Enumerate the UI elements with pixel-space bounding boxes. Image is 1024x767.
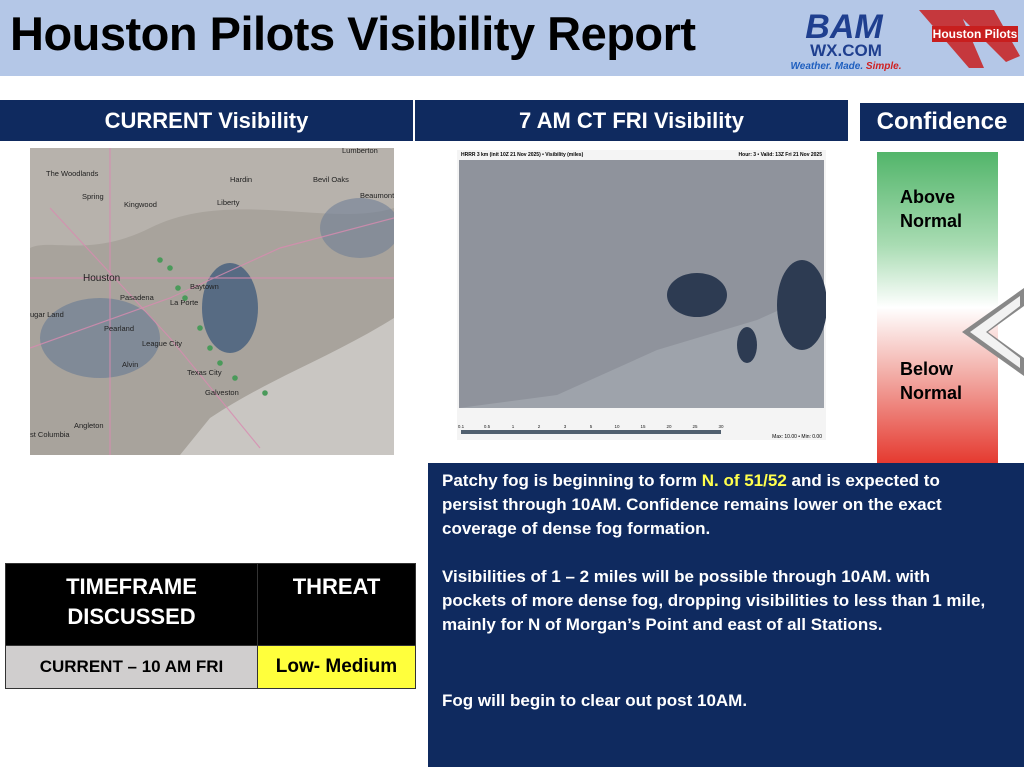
forecast-map: HRRR 3 km (init 10Z 21 Nov 2025) • Visib… bbox=[457, 150, 826, 440]
map-label: ugar Land bbox=[30, 310, 64, 319]
map-label: 10 bbox=[614, 424, 620, 429]
map-label: 30 bbox=[718, 424, 724, 429]
map-label: Baytown bbox=[190, 282, 219, 291]
notes-box: Patchy fog is beginning to form N. of 51… bbox=[428, 463, 1024, 767]
current-title: CURRENT Visibility bbox=[0, 100, 413, 141]
map-label: La Porte bbox=[170, 298, 198, 307]
map-label: 3 bbox=[564, 424, 567, 429]
note-text: Visibilities of 1 – 2 miles will be poss… bbox=[442, 567, 986, 634]
map-label: 0.1 bbox=[458, 424, 465, 429]
logos: BAM WX.COM Weather. Made. Simple. Housto… bbox=[791, 8, 1020, 72]
map-header-left: HRRR 3 km (init 10Z 21 Nov 2025) • Visib… bbox=[461, 152, 584, 158]
header-cell: THREAT bbox=[257, 563, 416, 646]
map-header-right: Hour: 3 • Valid: 13Z Fri 21 Nov 2025 bbox=[739, 152, 823, 158]
map-label: Beaumont bbox=[360, 191, 394, 200]
threat-table: TIMEFRAME DISCUSSED THREAT CURRENT – 10 … bbox=[5, 563, 416, 689]
gulf bbox=[459, 290, 824, 408]
map-label: Bevil Oaks bbox=[313, 175, 349, 184]
timeframe-cell: CURRENT – 10 AM FRI bbox=[5, 645, 258, 689]
map-label: Pearland bbox=[104, 324, 134, 333]
map-label: st Columbia bbox=[30, 430, 70, 439]
forecast-title: 7 AM CT FRI Visibility bbox=[415, 100, 848, 141]
below-normal: Below Normal bbox=[900, 359, 963, 403]
station-dot bbox=[175, 285, 181, 291]
pilots-band bbox=[932, 26, 1018, 42]
note-paragraph: Patchy fog is beginning to form N. of 51… bbox=[442, 469, 994, 541]
header-cell: TIMEFRAME DISCUSSED bbox=[5, 563, 258, 646]
roads bbox=[30, 148, 394, 455]
map-label: 2 bbox=[538, 424, 541, 429]
map-label: Hardin bbox=[230, 175, 252, 184]
tag-3: Simple. bbox=[866, 61, 902, 72]
logo-wx: WX.COM bbox=[810, 41, 882, 60]
confidence-title: Confidence bbox=[860, 103, 1024, 141]
map-label: Alvin bbox=[122, 360, 138, 369]
station-dot bbox=[197, 325, 203, 331]
logo-tagline: Weather. Made. Simple. bbox=[791, 61, 902, 72]
confidence-arrow bbox=[962, 288, 1024, 376]
note-text: and is expected to persist through 10AM.… bbox=[442, 471, 942, 538]
map-label: Liberty bbox=[217, 198, 240, 207]
station-dot bbox=[217, 360, 223, 366]
map-label: The Woodlands bbox=[46, 169, 99, 178]
logo-pilots: Houston Pilots bbox=[933, 27, 1018, 41]
map-label: Lumberton bbox=[342, 148, 378, 155]
map-label: 25 bbox=[692, 424, 698, 429]
slide-title: Houston Pilots Visibility Report bbox=[10, 7, 696, 60]
fog-area bbox=[737, 327, 757, 363]
map-label: Spring bbox=[82, 192, 104, 201]
map-label: 1 bbox=[512, 424, 515, 429]
map-label: Texas City bbox=[187, 368, 222, 377]
fog-area bbox=[202, 263, 258, 353]
current-map: The Woodlands Spring Kingwood Hardin Bevil O… bbox=[30, 148, 394, 455]
map-label: 20 bbox=[666, 424, 672, 429]
arrow-highlight bbox=[970, 296, 1020, 368]
map-label: 0.5 bbox=[484, 424, 491, 429]
map-label: Galveston bbox=[205, 388, 239, 397]
confidence-gradient bbox=[877, 152, 998, 463]
station-dot bbox=[207, 345, 213, 351]
note-text: N. of 51/52 bbox=[701, 471, 787, 490]
map-label: 5 bbox=[590, 424, 593, 429]
map-label: Kingwood bbox=[124, 200, 157, 209]
map-label: Pasadena bbox=[120, 293, 155, 302]
station-dot bbox=[232, 375, 238, 381]
tag-1: Weather. bbox=[791, 61, 835, 72]
header-band bbox=[0, 0, 1024, 76]
note-text: Patchy fog is beginning to form bbox=[442, 471, 702, 490]
above-normal: Above Normal bbox=[900, 187, 963, 231]
legend-bar bbox=[461, 430, 721, 434]
legend-max: Max: 10.00 • Min: 0.00 bbox=[772, 434, 822, 440]
note-text: Fog will begin to clear out post 10AM. bbox=[442, 691, 748, 710]
threat-cell: Low- Medium bbox=[257, 645, 416, 689]
station-dot bbox=[157, 257, 163, 263]
tag-2: Made. bbox=[835, 61, 866, 72]
table-header: TIMEFRAME DISCUSSED THREAT bbox=[5, 563, 416, 646]
station-dot bbox=[167, 265, 173, 271]
map-label: Angleton bbox=[74, 421, 104, 430]
fog-area bbox=[667, 273, 727, 317]
logo-bam: BAM bbox=[805, 8, 883, 46]
map-label: 15 bbox=[640, 424, 646, 429]
note-paragraph: Visibilities of 1 – 2 miles will be poss… bbox=[442, 565, 994, 637]
note-paragraph: Fog will begin to clear out post 10AM. bbox=[442, 689, 994, 713]
station-dot bbox=[182, 295, 188, 301]
map-label: Houston bbox=[83, 273, 120, 284]
gulf bbox=[180, 318, 394, 455]
station-dot bbox=[262, 390, 268, 396]
table-row: CURRENT – 10 AM FRI Low- Medium bbox=[5, 645, 416, 689]
map-haze bbox=[30, 148, 394, 248]
fog-area bbox=[777, 260, 826, 350]
fog-area bbox=[40, 298, 160, 378]
map-label: League City bbox=[142, 339, 182, 348]
